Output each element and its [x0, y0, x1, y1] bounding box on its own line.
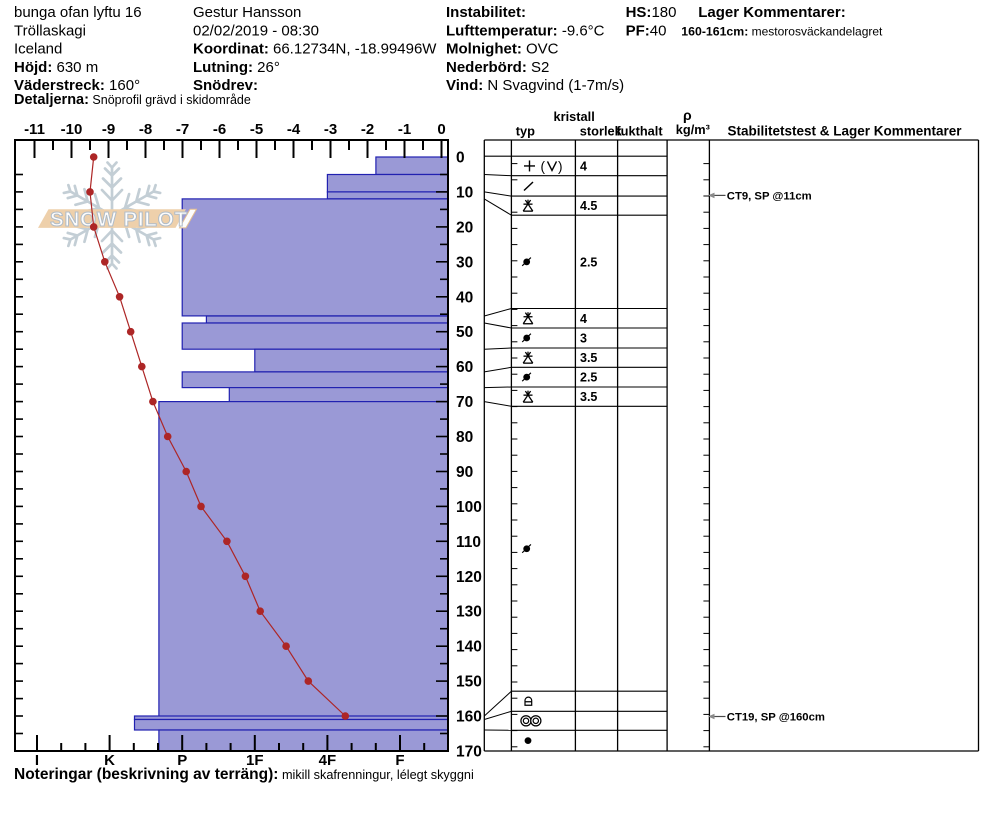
svg-text:): ) — [558, 159, 563, 174]
svg-text:20: 20 — [456, 219, 473, 236]
svg-text:40: 40 — [456, 289, 473, 306]
svg-text:100: 100 — [456, 499, 482, 516]
svg-text:0: 0 — [437, 121, 445, 138]
svg-text:-6: -6 — [213, 121, 226, 138]
svg-text:PF:40: PF:40 — [626, 22, 667, 39]
svg-text:Gestur Hansson: Gestur Hansson — [193, 4, 301, 21]
svg-text:10: 10 — [456, 184, 473, 201]
svg-text:-11: -11 — [24, 121, 45, 138]
svg-text:3.5: 3.5 — [580, 351, 597, 365]
svg-text:Stabilitetstest & Lager Kommen: Stabilitetstest & Lager Kommentarer — [728, 124, 963, 139]
svg-text:Snödrev:: Snödrev: — [193, 77, 258, 94]
svg-text:Noteringar (beskrivning av ter: Noteringar (beskrivning av terräng): mik… — [14, 766, 474, 783]
svg-text:Detaljerna: Snöprofil grävd i: Detaljerna: Snöprofil grävd i skidområde — [14, 92, 251, 108]
svg-text:0: 0 — [456, 150, 465, 167]
svg-text:F: F — [395, 752, 404, 769]
svg-text:Nederbörd: S2: Nederbörd: S2 — [446, 59, 549, 76]
svg-text:Lager Kommentarer:: Lager Kommentarer: — [698, 4, 846, 21]
svg-text:-2: -2 — [361, 121, 374, 138]
svg-text:4.5: 4.5 — [580, 199, 597, 213]
svg-text:I: I — [35, 752, 39, 769]
svg-text:bunga ofan lyftu 16: bunga ofan lyftu 16 — [14, 4, 142, 21]
svg-text:150: 150 — [456, 674, 482, 691]
svg-text:Väderstreck: 160°: Väderstreck: 160° — [14, 77, 140, 94]
svg-text:CT19, SP @160cm: CT19, SP @160cm — [727, 712, 825, 724]
svg-text:-5: -5 — [250, 121, 263, 138]
svg-text:2.5: 2.5 — [580, 255, 597, 269]
svg-text:Molnighet: OVC: Molnighet: OVC — [446, 41, 559, 58]
svg-text:30: 30 — [456, 254, 473, 271]
svg-text:-9: -9 — [102, 121, 115, 138]
svg-text:02/02/2019 - 08:30: 02/02/2019 - 08:30 — [193, 22, 319, 39]
svg-text:130: 130 — [456, 604, 482, 621]
svg-text:120: 120 — [456, 569, 482, 586]
svg-text:90: 90 — [456, 464, 473, 481]
svg-text:K: K — [104, 752, 115, 769]
svg-text:50: 50 — [456, 324, 473, 341]
svg-text:HS:180: HS:180 — [626, 4, 677, 21]
svg-text:-3: -3 — [324, 121, 337, 138]
svg-text:Iceland: Iceland — [14, 41, 62, 58]
svg-text:4F: 4F — [319, 752, 337, 769]
svg-text:-4: -4 — [287, 121, 301, 138]
svg-text:Lutning: 26°: Lutning: 26° — [193, 59, 280, 76]
svg-text:4: 4 — [580, 312, 587, 326]
svg-text:storlek: storlek — [580, 124, 623, 139]
svg-text:Koordinat: 66.12734N, -18.9949: Koordinat: 66.12734N, -18.99496W — [193, 41, 437, 58]
svg-text:kristall: kristall — [554, 109, 595, 124]
svg-text:SNOW PILOT: SNOW PILOT — [50, 208, 188, 231]
svg-text:-10: -10 — [61, 121, 83, 138]
svg-text:Höjd: 630 m: Höjd: 630 m — [14, 59, 98, 76]
svg-text:60: 60 — [456, 359, 473, 376]
svg-text:fukthalt: fukthalt — [616, 124, 663, 139]
svg-text:1F: 1F — [246, 752, 264, 769]
svg-text:3: 3 — [580, 332, 587, 346]
svg-text:80: 80 — [456, 429, 473, 446]
svg-text:Tröllaskagi: Tröllaskagi — [14, 22, 86, 39]
svg-text:P: P — [177, 752, 187, 769]
svg-text:3.5: 3.5 — [580, 390, 597, 404]
svg-text:-7: -7 — [176, 121, 189, 138]
svg-text:160: 160 — [456, 709, 482, 726]
svg-text:Instabilitet:: Instabilitet: — [446, 4, 526, 21]
svg-text:Vind: N Svagvind (1-7m/s): Vind: N Svagvind (1-7m/s) — [446, 77, 624, 94]
svg-text:110: 110 — [456, 534, 481, 551]
svg-text:-1: -1 — [398, 121, 411, 138]
svg-text:2.5: 2.5 — [580, 371, 597, 385]
svg-text:70: 70 — [456, 394, 473, 411]
svg-text:typ: typ — [516, 124, 535, 139]
svg-text:160-161cm: mestorosväckandelag: 160-161cm: mestorosväckandelagret — [681, 24, 883, 38]
svg-text:170: 170 — [456, 744, 482, 761]
svg-text:4: 4 — [580, 159, 587, 173]
svg-text:(: ( — [541, 159, 546, 174]
svg-text:ρ: ρ — [683, 107, 692, 123]
svg-text:-8: -8 — [139, 121, 152, 138]
svg-text:CT9, SP @11cm: CT9, SP @11cm — [727, 191, 812, 203]
svg-text:kg/m³: kg/m³ — [676, 122, 710, 137]
svg-text:140: 140 — [456, 639, 482, 656]
svg-text:Lufttemperatur: -9.6°C: Lufttemperatur: -9.6°C — [446, 22, 605, 39]
